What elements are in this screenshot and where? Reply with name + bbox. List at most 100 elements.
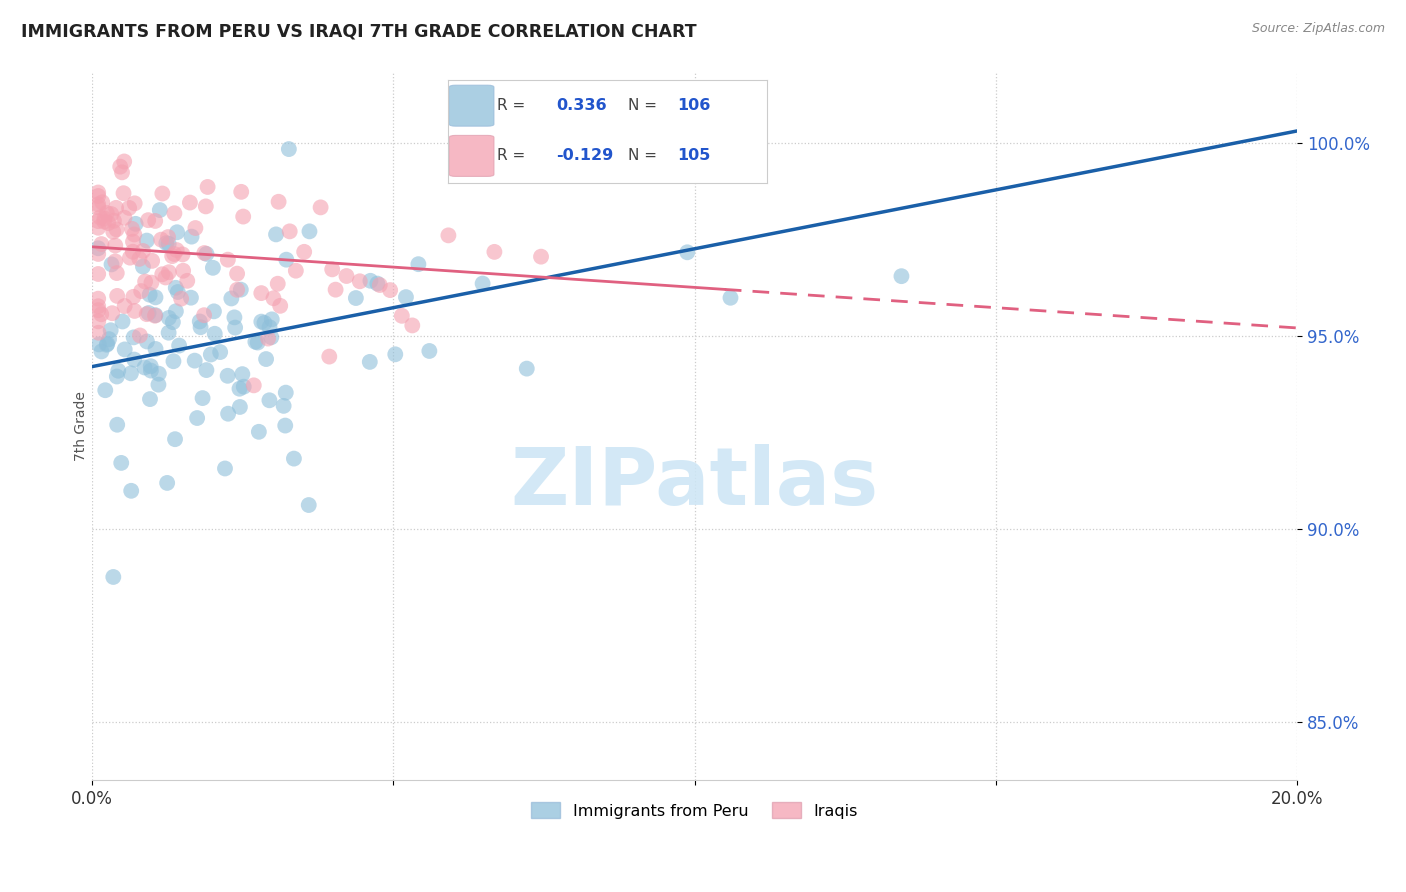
Point (110, 160, 132, 174)
Point (209, 345, 232, 359)
Point (214, 461, 236, 475)
Point (157, 326, 180, 340)
Point (87, 314, 110, 328)
Point (120, 483, 142, 498)
Point (138, 287, 160, 301)
Point (471, 277, 494, 291)
Point (391, 309, 413, 323)
Point (129, 284, 152, 298)
Point (221, 292, 243, 306)
Point (90, 307, 112, 321)
Point (134, 360, 156, 375)
Point (150, 233, 173, 247)
Point (118, 251, 141, 265)
Point (264, 227, 287, 242)
Point (183, 353, 205, 368)
Point (224, 310, 246, 325)
Point (253, 316, 276, 330)
Point (121, 244, 143, 259)
Point (87, 241, 110, 255)
Point (250, 286, 273, 301)
Point (231, 367, 253, 381)
Point (132, 244, 155, 258)
Point (162, 315, 184, 329)
Point (201, 260, 224, 275)
Point (155, 270, 177, 285)
Point (408, 257, 430, 271)
Point (114, 211, 136, 225)
Point (200, 347, 222, 361)
Point (145, 308, 167, 322)
Point (176, 274, 198, 288)
Point (197, 180, 219, 194)
Point (87, 299, 110, 313)
Point (190, 320, 212, 334)
Point (128, 252, 150, 266)
Point (890, 269, 912, 284)
Point (516, 361, 538, 376)
Point (118, 201, 141, 215)
Point (87, 220, 110, 235)
Point (145, 342, 167, 356)
Point (105, 266, 128, 280)
Point (124, 304, 146, 318)
Point (401, 318, 423, 333)
Point (120, 367, 142, 381)
Legend: Immigrants from Peru, Iraqis: Immigrants from Peru, Iraqis (524, 796, 865, 825)
Point (114, 299, 136, 313)
Point (228, 382, 250, 396)
Point (269, 299, 291, 313)
Point (195, 247, 218, 261)
Point (418, 343, 440, 358)
Point (104, 254, 127, 268)
Point (134, 275, 156, 289)
Point (298, 224, 321, 238)
Point (162, 354, 184, 368)
Point (184, 221, 207, 235)
Point (359, 274, 381, 288)
Point (87, 292, 110, 306)
Point (150, 186, 173, 201)
Point (179, 195, 201, 210)
Point (124, 196, 146, 211)
Point (250, 315, 273, 329)
Point (141, 276, 163, 290)
Point (122, 290, 145, 304)
Point (257, 332, 280, 346)
Point (720, 291, 742, 305)
Point (122, 330, 145, 344)
Point (204, 326, 226, 341)
Point (104, 238, 127, 252)
Point (122, 352, 145, 367)
Point (157, 310, 180, 325)
Point (260, 330, 283, 344)
Point (366, 277, 388, 291)
Point (105, 417, 128, 432)
Point (276, 252, 298, 267)
Point (97, 216, 120, 230)
Point (180, 291, 202, 305)
Point (149, 203, 172, 218)
Point (321, 262, 343, 277)
Point (384, 347, 406, 361)
Point (87, 197, 110, 211)
Point (195, 363, 218, 377)
Point (193, 308, 215, 322)
Point (318, 350, 340, 364)
Point (87, 200, 110, 214)
Point (224, 320, 246, 334)
Point (191, 391, 214, 405)
Point (122, 235, 145, 249)
Point (325, 283, 347, 297)
Point (145, 290, 167, 304)
Point (278, 224, 301, 238)
Point (148, 377, 170, 392)
Point (87, 267, 110, 281)
Point (136, 213, 159, 227)
Point (87, 326, 110, 340)
Point (226, 283, 249, 297)
Point (166, 225, 188, 239)
Point (91, 195, 114, 210)
Point (138, 306, 160, 320)
Point (87, 189, 110, 203)
